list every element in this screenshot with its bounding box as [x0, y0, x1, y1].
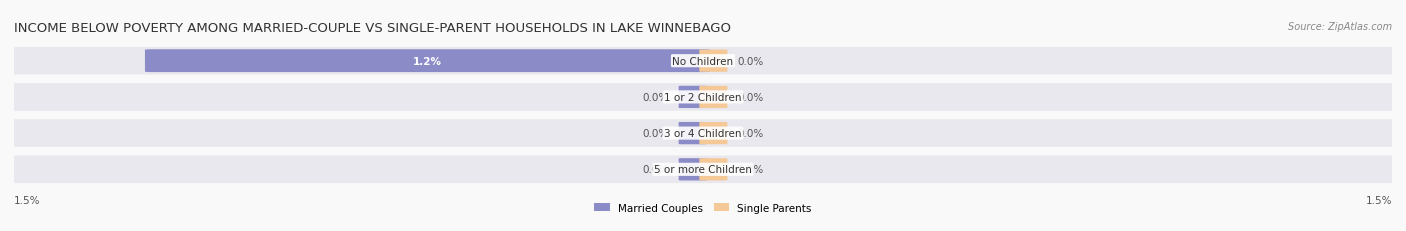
- FancyBboxPatch shape: [679, 86, 707, 109]
- FancyBboxPatch shape: [145, 50, 710, 73]
- Text: 0.0%: 0.0%: [643, 128, 669, 139]
- FancyBboxPatch shape: [0, 120, 1406, 147]
- Text: 1.5%: 1.5%: [1365, 195, 1392, 205]
- Text: 5 or more Children: 5 or more Children: [654, 165, 752, 175]
- FancyBboxPatch shape: [0, 48, 1406, 75]
- Text: No Children: No Children: [672, 56, 734, 66]
- Text: Source: ZipAtlas.com: Source: ZipAtlas.com: [1288, 22, 1392, 32]
- Text: 1 or 2 Children: 1 or 2 Children: [664, 92, 742, 103]
- Text: 0.0%: 0.0%: [643, 92, 669, 103]
- Text: 1.5%: 1.5%: [14, 195, 41, 205]
- FancyBboxPatch shape: [679, 158, 707, 181]
- Legend: Married Couples, Single Parents: Married Couples, Single Parents: [591, 198, 815, 217]
- Text: 0.0%: 0.0%: [738, 128, 763, 139]
- FancyBboxPatch shape: [699, 50, 727, 73]
- Text: 1.2%: 1.2%: [413, 56, 441, 66]
- Text: 0.0%: 0.0%: [738, 92, 763, 103]
- FancyBboxPatch shape: [699, 86, 727, 109]
- Text: 0.0%: 0.0%: [738, 56, 763, 66]
- Text: 0.0%: 0.0%: [738, 165, 763, 175]
- Text: 3 or 4 Children: 3 or 4 Children: [664, 128, 742, 139]
- FancyBboxPatch shape: [699, 122, 727, 145]
- FancyBboxPatch shape: [0, 84, 1406, 111]
- FancyBboxPatch shape: [679, 122, 707, 145]
- FancyBboxPatch shape: [0, 156, 1406, 183]
- Text: 0.0%: 0.0%: [643, 165, 669, 175]
- FancyBboxPatch shape: [699, 158, 727, 181]
- Text: INCOME BELOW POVERTY AMONG MARRIED-COUPLE VS SINGLE-PARENT HOUSEHOLDS IN LAKE WI: INCOME BELOW POVERTY AMONG MARRIED-COUPL…: [14, 22, 731, 35]
